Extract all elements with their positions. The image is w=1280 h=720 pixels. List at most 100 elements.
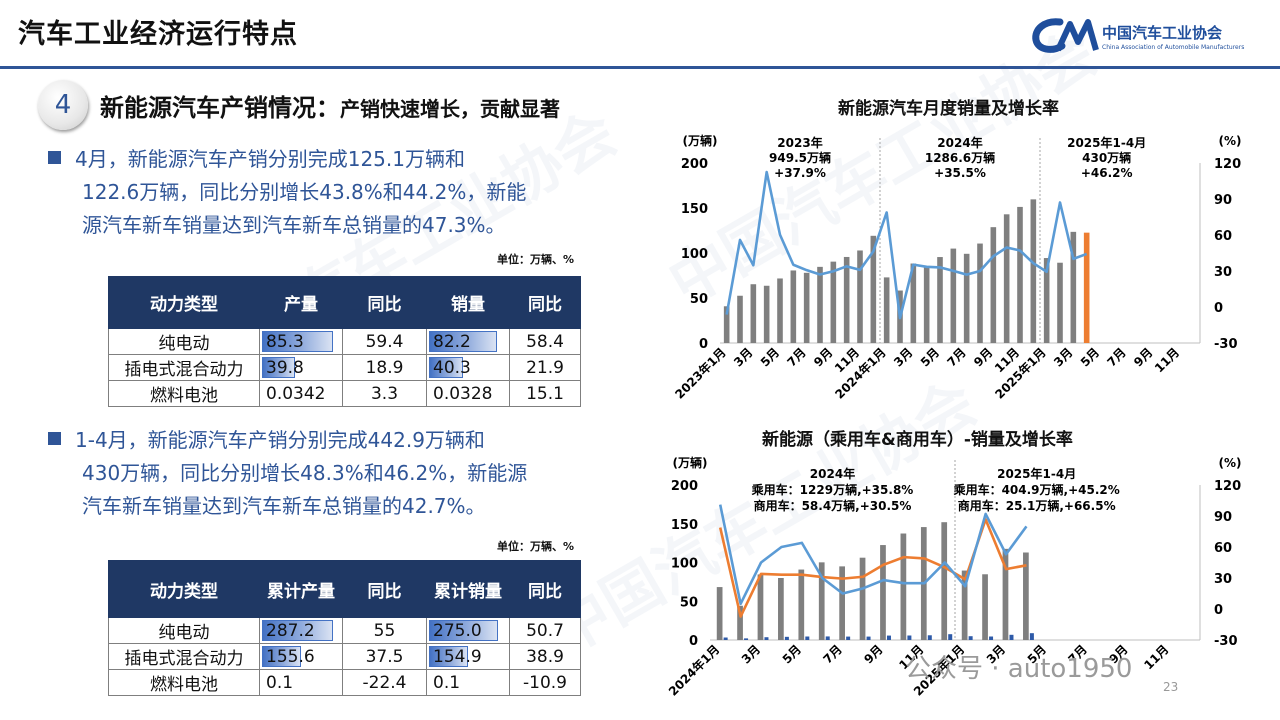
logo-en: China Association of Automobile Manufact… — [1102, 44, 1245, 51]
table-row: 纯电动 85.3 59.4 82.2 58.4 — [108, 328, 581, 355]
sales-bar — [750, 284, 757, 343]
table-cell-type: 纯电动 — [108, 328, 260, 355]
sales-bar — [790, 270, 797, 343]
x-tick-label: 3月 — [739, 642, 763, 666]
sales-bar — [937, 257, 943, 343]
y-right-tick-label: 30 — [1214, 572, 1232, 587]
data-bar-fill — [429, 620, 498, 641]
sales-bar — [870, 235, 877, 343]
para-line: 源汽车新车销量达到汽车新车总销量的47.3%。 — [82, 213, 506, 237]
sales-bar — [763, 285, 770, 343]
caam-logo: 中国汽车工业协会 China Association of Automobile… — [1030, 16, 1270, 60]
para-line: 4月，新能源汽车产销分别完成125.1万辆和 — [75, 147, 465, 171]
commercial-sales-bar — [825, 636, 830, 640]
commercial-sales-bar — [989, 636, 994, 640]
y-right-tick-label: 120 — [1214, 479, 1241, 494]
y-right-tick-label: 0 — [1214, 603, 1223, 618]
period-annotation: +35.5% — [934, 166, 986, 180]
commercial-sales-bar — [805, 636, 810, 640]
data-bar-fill — [429, 331, 498, 352]
table-cell-prod: 287.2 — [259, 617, 343, 644]
header-divider — [0, 66, 1280, 69]
chart2-title: 新能源（乘用车&商用车）-销量及增长率 — [762, 430, 1073, 450]
y-right-unit-label: (%) — [1219, 456, 1242, 470]
y-right-tick-label: -30 — [1214, 337, 1238, 352]
commercial-sales-bar — [784, 636, 789, 640]
commercial-sales-bar — [723, 637, 728, 640]
sales-bar — [1003, 214, 1010, 343]
passenger-sales-bar — [839, 566, 845, 640]
y-left-unit-label: (万辆) — [683, 133, 718, 148]
period-annotation: 2024年 — [810, 466, 855, 481]
sales-bar — [803, 272, 810, 343]
x-tick-label: 7月 — [944, 345, 968, 369]
data-bar-fill — [262, 620, 334, 641]
table-header: 累计销量 — [426, 560, 510, 618]
passenger-sales-bar — [716, 587, 723, 640]
period-annotation: 1286.6万辆 — [925, 150, 995, 165]
y-left-tick-label: 100 — [671, 557, 698, 572]
sales-bar — [977, 243, 983, 343]
sales-bar — [1017, 206, 1023, 343]
x-tick-label: 7月 — [784, 345, 808, 369]
sales-bar — [830, 261, 837, 343]
period-annotation: 商用车：25.1万辆,+66.5% — [958, 498, 1116, 513]
passenger-sales-bar — [798, 569, 805, 640]
y-left-tick-label: 50 — [680, 595, 698, 610]
y-right-tick-label: 0 — [1214, 301, 1223, 316]
table-cell-prod-yoy: 59.4 — [342, 328, 427, 355]
commercial-sales-bar — [866, 636, 871, 640]
x-tick-label: 7月 — [1104, 345, 1128, 369]
period-annotation: 2023年 — [777, 135, 822, 150]
data-bar-fill — [429, 646, 468, 667]
growth-rate-line — [725, 170, 1088, 320]
table-cell-sales-yoy: -10.9 — [509, 669, 581, 696]
table-cell-sales: 82.2 — [426, 328, 510, 355]
y-right-tick-label: 90 — [1214, 193, 1232, 208]
table-cumulative-powertrain: 动力类型 累计产量 同比 累计销量 同比 纯电动 287.2 55 275.0 50.7… — [108, 560, 581, 696]
table-header: 产量 — [259, 276, 343, 329]
passenger-sales-bar — [880, 545, 886, 640]
passenger-sales-bar — [900, 533, 907, 640]
passenger-sales-bar — [778, 578, 784, 640]
table-header: 同比 — [342, 276, 427, 329]
x-tick-label: 3月 — [731, 345, 755, 369]
sales-bar — [843, 256, 850, 343]
table-header: 销量 — [426, 276, 510, 329]
sales-bar — [923, 266, 930, 343]
period-annotation: +37.9% — [774, 166, 826, 180]
x-tick-label: 11月 — [1141, 642, 1171, 672]
period-annotation: 430万辆 — [1082, 150, 1131, 165]
sales-bar — [963, 253, 970, 343]
sales-bar — [737, 295, 743, 343]
table-cell-sales: 275.0 — [426, 617, 510, 644]
x-tick-label: 2023年1月 — [672, 345, 729, 402]
table-cell-prod: 0.1 — [259, 669, 343, 696]
commercial-sales-bar — [846, 636, 851, 640]
passenger-sales-bar — [982, 574, 988, 640]
sales-bar — [1083, 232, 1090, 343]
y-left-tick-label: 150 — [671, 518, 698, 533]
table-cell-sales: 0.0328 — [426, 380, 510, 407]
y-left-tick-label: 150 — [681, 202, 708, 217]
x-tick-label: 9月 — [861, 642, 885, 666]
y-left-unit-label: (万辆) — [673, 455, 708, 470]
y-right-tick-label: 60 — [1214, 229, 1232, 244]
table-cell-prod-yoy: 55 — [342, 617, 427, 644]
sales-bar — [950, 248, 957, 343]
x-tick-label: 5月 — [780, 642, 804, 666]
y-left-tick-label: 200 — [681, 157, 708, 172]
sales-bar — [857, 250, 863, 343]
table-row: 插电式混合动力 155.6 37.5 154.9 38.9 — [108, 643, 581, 670]
passenger-sales-bar — [859, 557, 866, 640]
table-cell-type: 燃料电池 — [108, 669, 260, 696]
y-right-tick-label: 30 — [1214, 265, 1232, 280]
table-cell-type: 纯电动 — [108, 617, 260, 644]
commercial-sales-bar — [886, 635, 891, 640]
commercial-sales-bar — [744, 638, 749, 640]
y-left-tick-label: 100 — [681, 247, 708, 262]
table-cell-sales: 154.9 — [426, 643, 510, 670]
y-left-tick-label: 50 — [690, 292, 708, 307]
data-bar-fill — [429, 357, 463, 378]
